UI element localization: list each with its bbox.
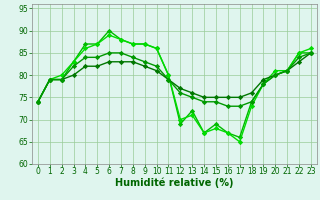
X-axis label: Humidité relative (%): Humidité relative (%)	[115, 178, 234, 188]
